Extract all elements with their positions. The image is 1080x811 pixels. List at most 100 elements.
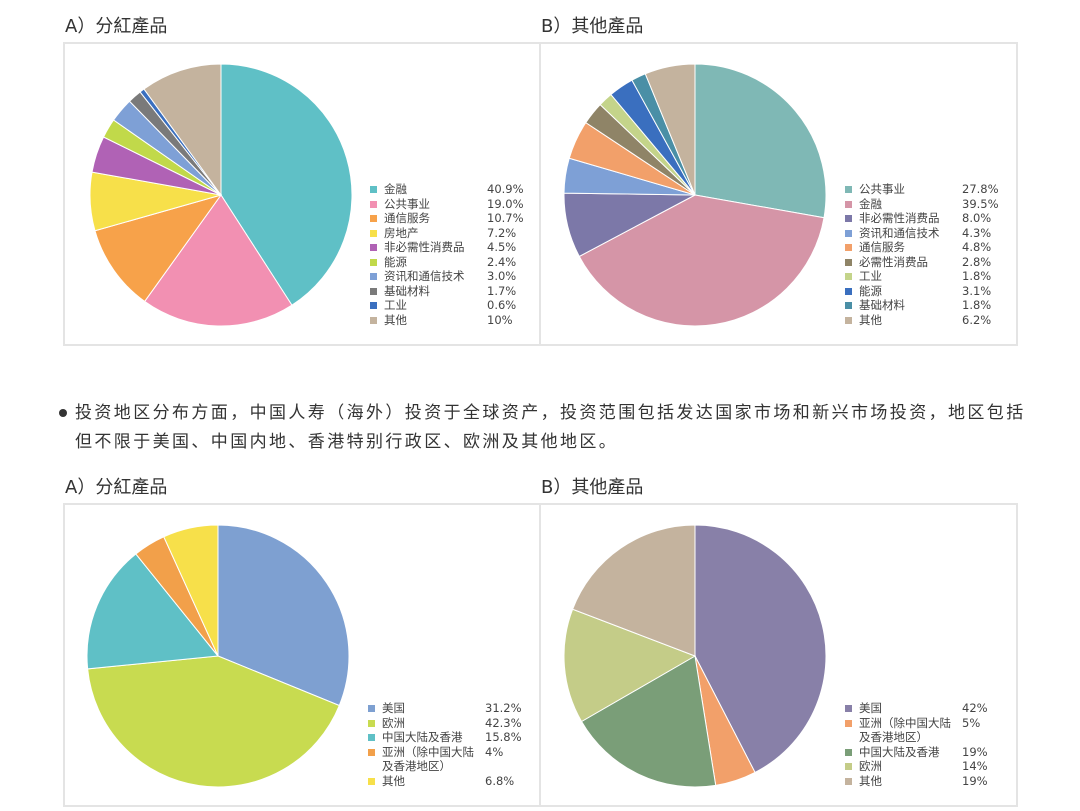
pie-slice (563, 608, 697, 723)
legend-value: 27.8% (962, 182, 999, 196)
legend-value: 39.5% (962, 196, 999, 211)
legend-label: 非必需性消费品 (384, 240, 465, 254)
legend-swatch (370, 215, 377, 222)
legend-label: 基础材料 (384, 283, 430, 298)
legend-entry: 金融 39.5% (845, 196, 999, 212)
legend-entry: 通信服务 4.8% (845, 240, 991, 255)
legend-label: 美国 (382, 701, 405, 715)
legend-value: 15.8% (485, 730, 522, 744)
chart-title: B）其他產品 (541, 477, 644, 498)
legend-value: 19% (962, 744, 988, 759)
legend-label: 金融 (859, 196, 882, 211)
legend-label: 能源 (384, 254, 407, 269)
legend-value: 0.6% (487, 298, 517, 312)
legend-value: 1.7% (487, 283, 517, 298)
panel (539, 42, 1018, 346)
legend-swatch (368, 705, 375, 712)
legend-entry: 欧洲 42.3% (368, 715, 522, 731)
legend-swatch (845, 763, 852, 770)
legend-entry: 美国 31.2% (368, 701, 522, 716)
legend-value: 3.0% (487, 269, 517, 283)
legend-label: 亚洲（除中国大陆及香港地区） (382, 744, 474, 774)
legend-label: 非必需性消费品 (859, 211, 940, 225)
legend-swatch (845, 229, 852, 237)
legend-label: 其他 (859, 312, 882, 327)
pie-slice (86, 553, 219, 670)
legend-label: 资讯和通信技术 (384, 269, 465, 283)
legend-entry: 房地产 7.2% (370, 225, 516, 241)
legend-swatch (370, 258, 377, 266)
legend-swatch (370, 200, 377, 208)
legend-label: 房地产 (384, 225, 419, 240)
legend-value: 10% (487, 312, 513, 327)
legend-swatch (845, 200, 852, 208)
legend-value: 19% (962, 773, 988, 788)
legend-entry: 工业 0.6% (370, 298, 516, 313)
pie-slice (694, 524, 827, 774)
legend-swatch (845, 273, 852, 280)
legend-entry: 其他 19% (845, 774, 988, 789)
legend-label: 美国 (859, 701, 882, 715)
legend-swatch (370, 316, 377, 324)
legend-swatch (370, 302, 377, 309)
legend-value: 14% (962, 759, 988, 773)
legend-label: 中国大陆及香港 (382, 730, 463, 744)
legend-entry: 欧洲 14% (845, 759, 988, 774)
pie-slice (87, 655, 340, 788)
legend-value: 6.2% (962, 312, 992, 327)
legend-value: 8.0% (962, 211, 992, 225)
legend-label: 通信服务 (384, 211, 430, 225)
legend-entry: 其他 6.8% (368, 773, 514, 789)
legend-swatch (845, 287, 852, 295)
legend-swatch (845, 258, 852, 266)
legend-entry: 中国大陆及香港 15.8% (368, 730, 522, 745)
legend-entry: 基础材料 1.8% (845, 298, 991, 313)
legend-label: 必需性消费品 (859, 254, 928, 269)
legend-swatch (368, 748, 375, 756)
legend-swatch (845, 777, 852, 785)
legend-label: 金融 (384, 182, 407, 196)
legend-label: 公共事业 (859, 182, 905, 196)
pie-slice (220, 63, 353, 306)
legend-swatch (370, 287, 377, 295)
legend-label: 欧洲 (382, 715, 405, 730)
chart-title: B）其他產品 (541, 16, 644, 37)
legend-entry: 通信服务 10.7% (370, 211, 524, 226)
legend-entry: 非必需性消费品 4.5% (370, 240, 516, 255)
legend-value: 40.9% (487, 182, 524, 196)
legend-swatch (370, 229, 377, 237)
legend-value: 1.8% (962, 269, 992, 283)
legend-entry: 必需性消费品 2.8% (845, 254, 991, 270)
legend-entry: 公共事业 27.8% (845, 182, 999, 197)
legend-entry: 能源 3.1% (845, 284, 991, 299)
legend-swatch (370, 273, 377, 280)
legend-label: 其他 (382, 773, 405, 788)
legend-swatch (845, 719, 852, 727)
legend-entry: 基础材料 1.7% (370, 283, 516, 299)
legend-value: 4.8% (962, 240, 992, 254)
legend-entry: 金融 40.9% (370, 182, 524, 197)
legend-label: 亚洲（除中国大陆及香港地区） (859, 715, 951, 745)
legend-entry: 工业 1.8% (845, 269, 991, 284)
legend-swatch (845, 705, 852, 712)
legend-value: 7.2% (487, 225, 517, 240)
legend-label: 工业 (859, 269, 882, 283)
panel (539, 503, 1018, 807)
legend-label: 欧洲 (859, 759, 882, 773)
legend-entry: 能源 2.4% (370, 254, 516, 270)
legend-swatch (368, 719, 375, 727)
legend-label: 公共事业 (384, 196, 430, 211)
legend-entry: 亚洲（除中国大陆及香港地区） 4% (368, 744, 503, 774)
legend-entry: 资讯和通信技术 4.3% (845, 225, 991, 241)
legend-entry: 美国 42% (845, 701, 988, 716)
pie-slice (143, 63, 222, 197)
legend-entry: 资讯和通信技术 3.0% (370, 269, 516, 284)
legend-swatch (845, 244, 852, 251)
legend-value: 6.8% (485, 773, 515, 788)
legend-label: 资讯和通信技术 (859, 225, 940, 240)
pie-slice (578, 194, 825, 327)
legend-label: 其他 (384, 312, 407, 327)
legend: 金融 40.9% 公共事业 19.0% 通信服务 10.7% 房地产 7.2% 非必需性消费品 4… (370, 182, 524, 327)
legend-entry: 非必需性消费品 8.0% (845, 211, 991, 226)
